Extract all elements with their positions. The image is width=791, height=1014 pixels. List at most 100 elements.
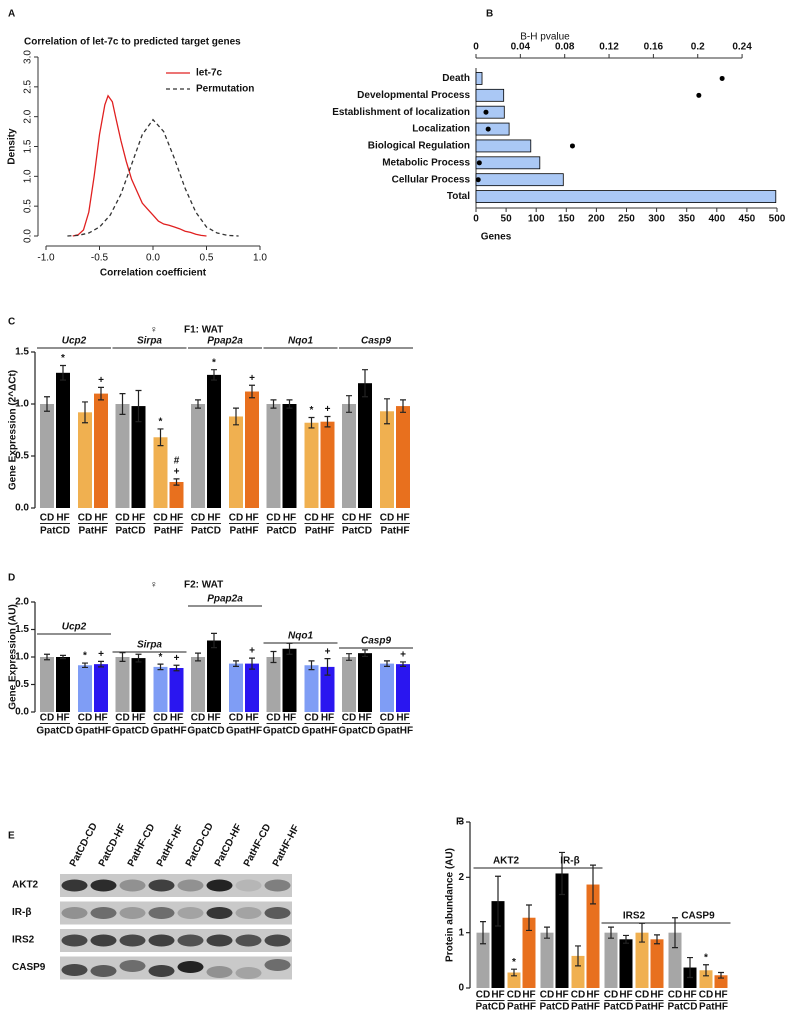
bar — [207, 374, 221, 508]
bar-label: CD — [604, 990, 618, 1001]
blot-band — [148, 934, 175, 947]
error-bar — [346, 395, 352, 413]
bar-label: CD — [540, 990, 554, 1001]
x-tick-label: 250 — [618, 214, 635, 225]
bar-label: HF — [56, 513, 69, 524]
bar-label: CD — [304, 713, 318, 724]
bar — [131, 658, 146, 712]
bar — [604, 932, 618, 988]
bar-label: HF — [170, 513, 183, 524]
x-tick-label: 100 — [528, 214, 545, 225]
x-tick-label: 200 — [588, 214, 605, 225]
sex-symbol: ♀ — [150, 580, 158, 591]
y-axis-label: Gene Expression (AU) — [8, 604, 19, 710]
y-tick-label: 0.5 — [15, 451, 29, 462]
significance-mark: + — [174, 653, 180, 664]
blot-band — [206, 879, 233, 892]
bar — [571, 955, 585, 988]
bar — [191, 404, 205, 508]
significance-mark: * — [704, 952, 708, 963]
bar — [245, 391, 259, 508]
blot-band — [61, 907, 88, 919]
pair-label: GpatHF — [301, 726, 337, 737]
error-bar — [308, 416, 315, 429]
y-tick-label: 0 — [458, 983, 464, 994]
bar — [699, 970, 713, 988]
error-bar — [157, 663, 164, 671]
bar-label: CD — [115, 513, 129, 524]
pair-label: PatHF — [507, 1002, 536, 1013]
bar-label: HF — [94, 713, 107, 724]
category-label: Total — [447, 191, 470, 202]
bar-label: HF — [132, 713, 145, 724]
error-bar — [654, 934, 660, 945]
y-tick-label: 3 — [458, 817, 464, 828]
error-bar — [82, 401, 88, 424]
category-label: Localization — [412, 124, 470, 135]
significance-mark: + — [98, 375, 104, 386]
blot-band — [235, 967, 262, 979]
bar — [476, 932, 490, 988]
pvalue-dot — [485, 126, 491, 132]
category-label: Death — [442, 73, 470, 84]
bar-label: HF — [321, 713, 334, 724]
significance-mark: + — [325, 646, 331, 657]
pair-label: GpatHF — [226, 726, 262, 737]
lane-label: PatCD-CD — [184, 821, 216, 868]
bar-label: CD — [342, 513, 356, 524]
group-label: CASP9 — [681, 911, 715, 922]
category-label: Establishment of localization — [332, 107, 470, 118]
error-bar — [544, 926, 550, 939]
group-label: Casp9 — [361, 336, 391, 347]
bar-label: HF — [522, 990, 535, 1001]
bar — [169, 668, 184, 712]
x2-tick-label: 0.16 — [644, 42, 664, 53]
bar — [619, 939, 633, 988]
bar — [245, 663, 259, 712]
bar — [115, 657, 130, 712]
error-bar — [135, 389, 142, 423]
bar-label: CD — [78, 513, 92, 524]
error-bar — [98, 660, 104, 668]
bar — [56, 372, 70, 508]
bar — [78, 412, 92, 508]
significance-mark: * — [159, 417, 163, 428]
blot-band — [235, 879, 262, 892]
bar-label: CD — [304, 513, 318, 524]
bar-label: HF — [132, 513, 145, 524]
blot-band — [206, 934, 233, 947]
y-tick-label: 2.0 — [23, 109, 34, 123]
bar — [475, 72, 483, 85]
error-bar — [703, 964, 709, 977]
x2-tick-label: 0.2 — [691, 42, 705, 53]
blot-band — [61, 934, 88, 947]
bar-label: HF — [586, 990, 599, 1001]
x-tick-label: 350 — [678, 214, 695, 225]
group-label: AKT2 — [493, 856, 520, 867]
blot-band — [119, 907, 146, 919]
bar — [40, 657, 54, 712]
panel-letter: A — [8, 9, 15, 20]
bar — [380, 411, 394, 508]
blot-band — [177, 907, 204, 919]
blot-band — [90, 879, 117, 892]
bar — [342, 404, 356, 508]
blot-band — [264, 879, 291, 892]
bar — [650, 939, 664, 988]
pair-label: GpatCD — [112, 726, 149, 737]
error-bar — [362, 649, 368, 658]
significance-mark: # — [174, 456, 180, 467]
significance-mark: * — [212, 357, 216, 368]
bar — [94, 393, 108, 508]
pair-label: GpatHF — [377, 726, 413, 737]
bar-label: HF — [555, 990, 568, 1001]
x-tick-label: 300 — [648, 214, 665, 225]
blot-band — [177, 961, 204, 973]
error-bar — [44, 396, 50, 412]
blot-band — [119, 934, 146, 947]
significance-mark: + — [249, 373, 255, 384]
error-bar — [687, 956, 693, 979]
bar-label: CD — [342, 713, 356, 724]
bar — [78, 665, 92, 712]
